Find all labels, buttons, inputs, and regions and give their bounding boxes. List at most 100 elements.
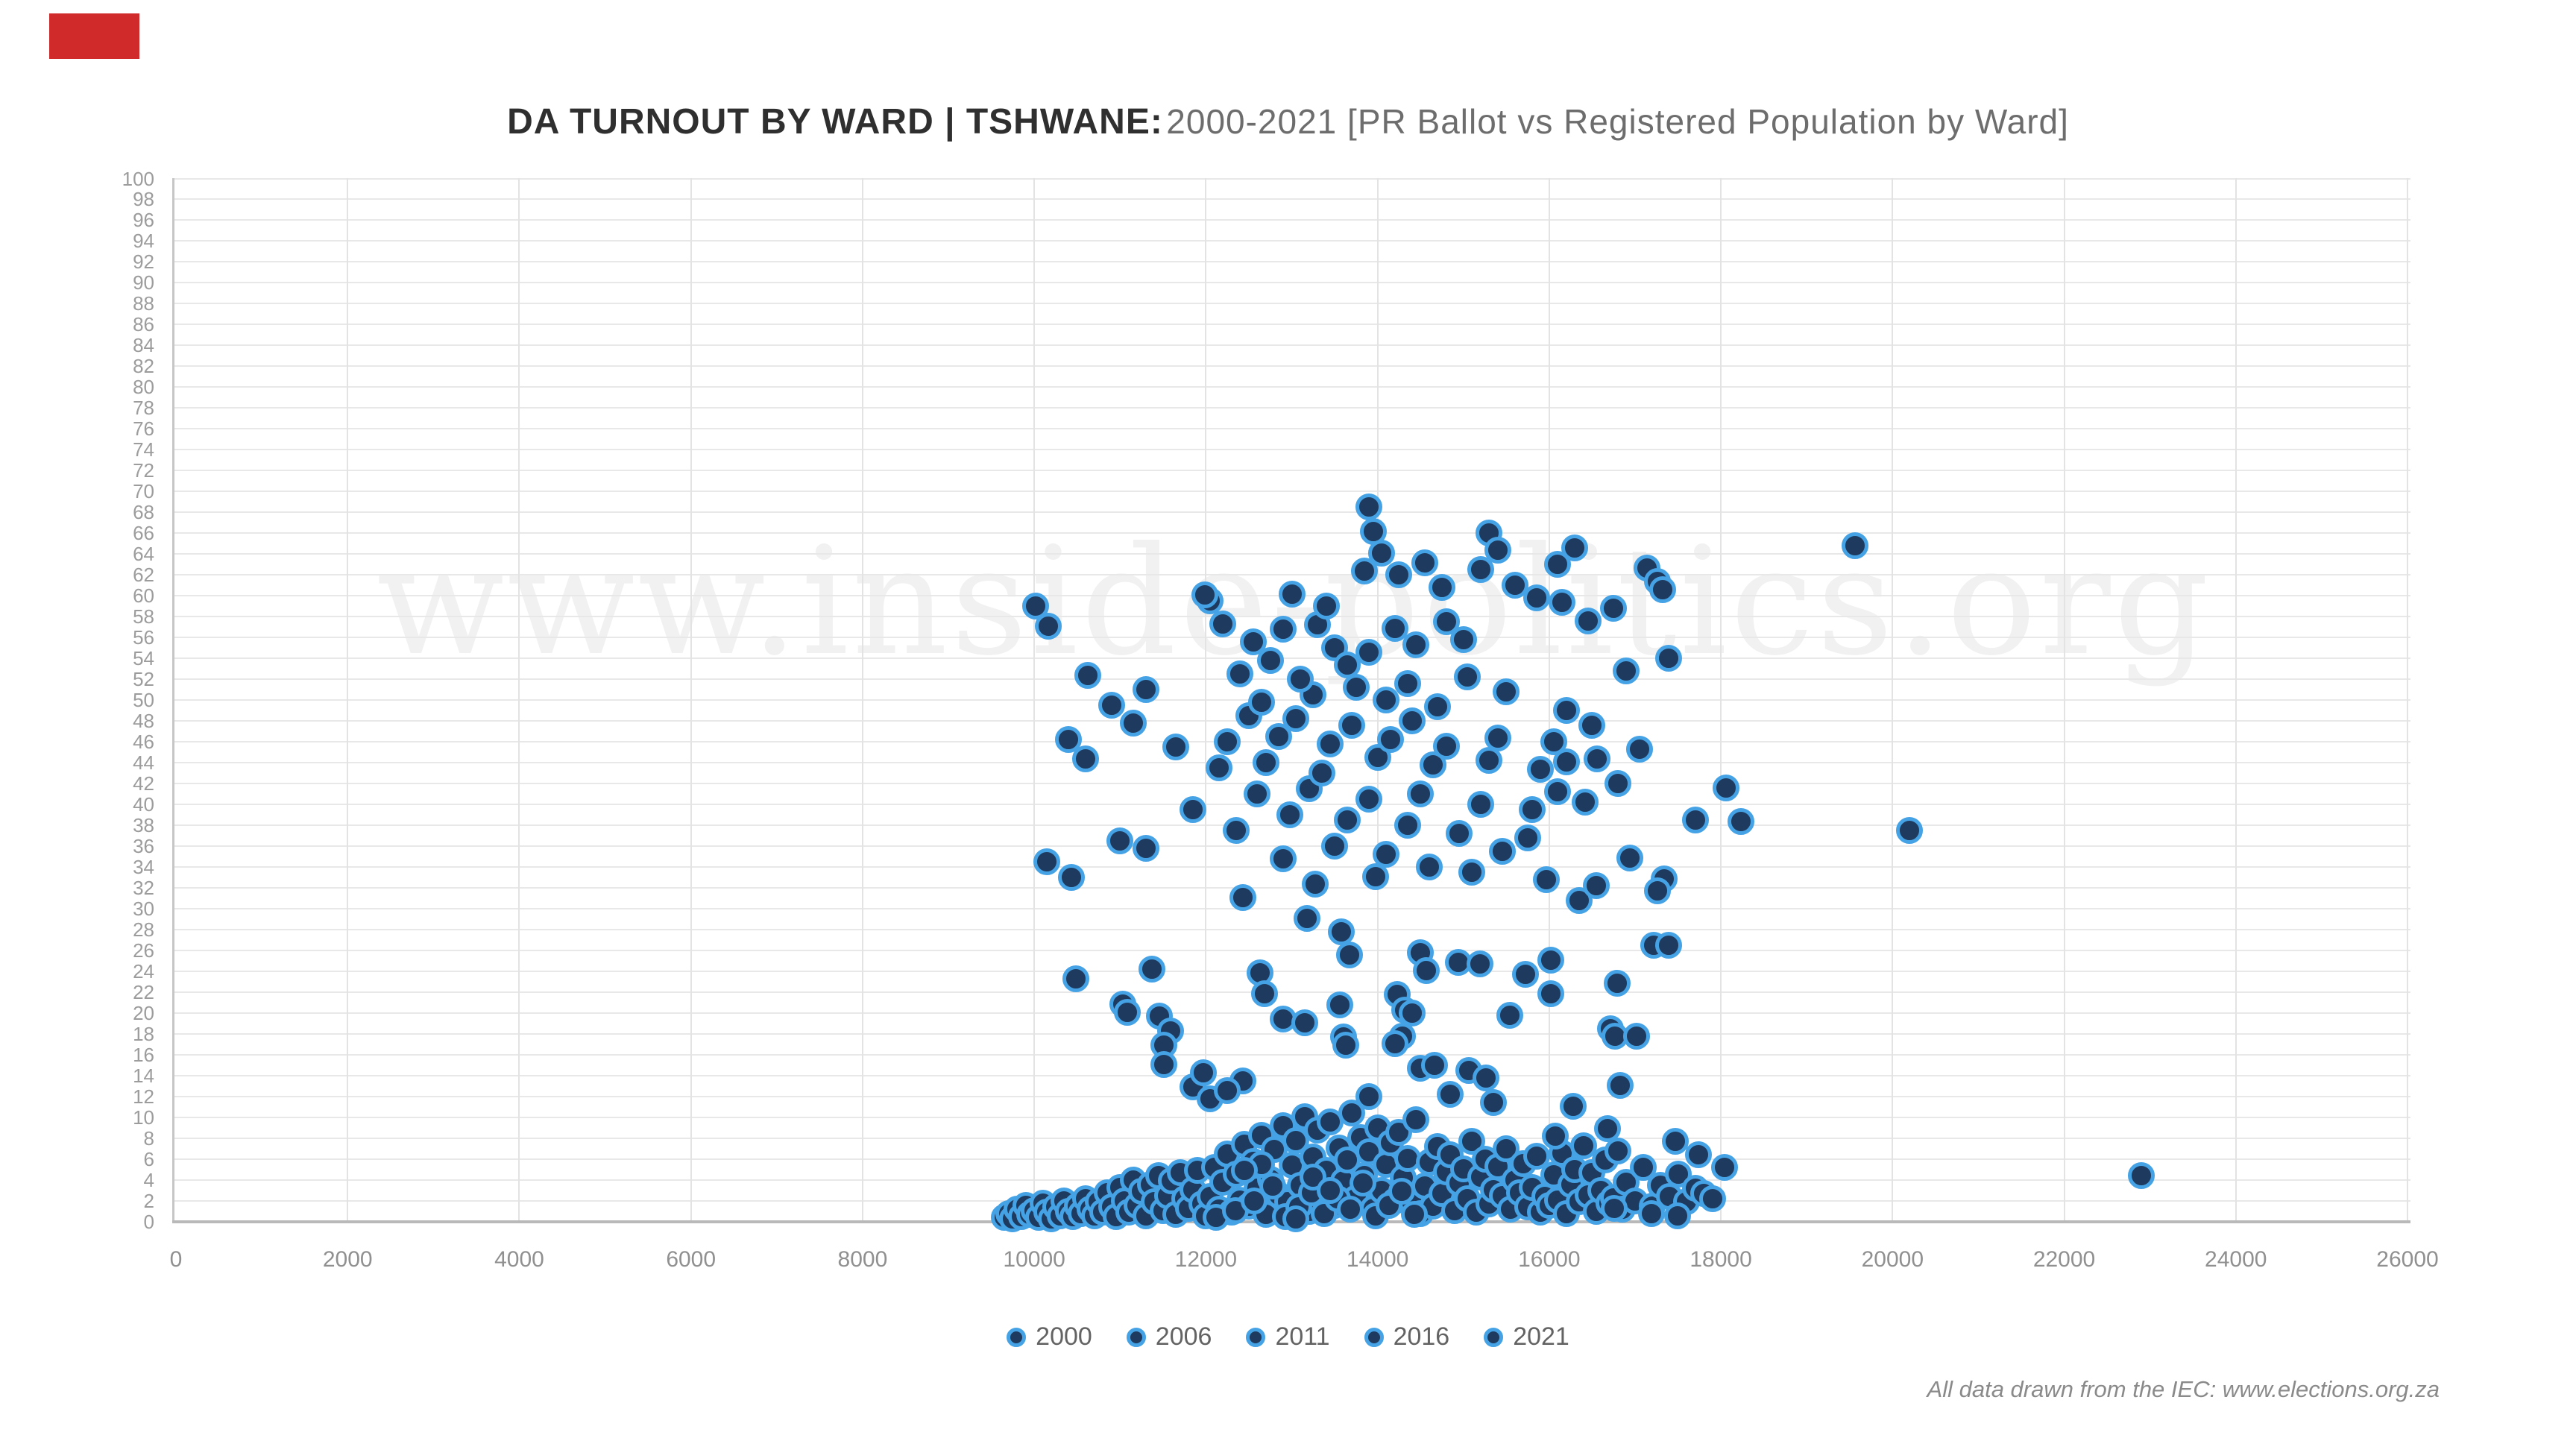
h-gridline (174, 198, 2410, 201)
y-tick-label: 72 (133, 459, 154, 482)
scatter-point (1338, 1100, 1366, 1127)
scatter-point (1727, 807, 1754, 835)
y-tick-label: 98 (133, 188, 154, 211)
y-tick-label: 50 (133, 689, 154, 712)
scatter-point (1613, 657, 1640, 685)
scatter-point (1214, 1076, 1241, 1104)
h-gridline (174, 428, 2410, 430)
scatter-point (1229, 883, 1257, 911)
y-tick-label: 84 (133, 334, 154, 357)
scatter-point (1518, 796, 1546, 824)
scatter-point (1607, 1071, 1634, 1099)
y-tick-label: 52 (133, 668, 154, 691)
y-tick-label: 16 (133, 1044, 154, 1067)
scatter-point (1072, 745, 1100, 772)
legend-label: 2000 (1036, 1322, 1092, 1351)
scatter-point (1484, 536, 1511, 564)
h-gridline (174, 971, 2410, 973)
y-tick-label: 96 (133, 209, 154, 232)
scatter-point (1231, 1157, 1259, 1185)
legend-item-2000[interactable]: 2000 (1007, 1322, 1092, 1352)
scatter-point (1317, 731, 1344, 758)
scatter-point (1055, 726, 1083, 754)
scatter-point (1583, 872, 1610, 900)
chart-title: DA TURNOUT BY WARD | TSHWANE: 2000-2021 … (0, 101, 2576, 142)
h-gridline (174, 261, 2410, 263)
y-tick-label: 86 (133, 313, 154, 336)
scatter-point (1209, 611, 1237, 638)
h-gridline (174, 240, 2410, 242)
x-tick-label: 18000 (1689, 1247, 1752, 1272)
scatter-point (1663, 1202, 1691, 1229)
y-tick-label: 2 (143, 1190, 154, 1212)
scatter-point (1480, 1089, 1508, 1117)
scatter-point (1106, 827, 1134, 855)
scatter-point (1623, 1022, 1651, 1050)
scatter-point (1616, 844, 1644, 871)
y-tick-label: 90 (133, 271, 154, 294)
scatter-point (1350, 1170, 1377, 1197)
scatter-point (1373, 687, 1400, 714)
x-tick-label: 10000 (1003, 1247, 1065, 1272)
scatter-point (1681, 807, 1709, 834)
h-gridline (174, 491, 2410, 493)
scatter-point (1321, 833, 1349, 860)
h-gridline (174, 324, 2410, 326)
scatter-point (1601, 1194, 1628, 1222)
v-gridline (347, 178, 349, 1223)
scatter-point (1150, 1050, 1178, 1078)
v-gridline (1720, 178, 1722, 1223)
scatter-point (1512, 961, 1540, 988)
scatter-point (1326, 991, 1353, 1018)
h-gridline (174, 929, 2410, 931)
scatter-point (1841, 532, 1868, 560)
scatter-point (1493, 678, 1520, 706)
y-tick-label: 18 (133, 1023, 154, 1046)
scatter-point (1449, 626, 1477, 654)
h-gridline (174, 950, 2410, 952)
scatter-point (1522, 584, 1550, 612)
v-gridline (2235, 178, 2237, 1223)
legend-item-2011[interactable]: 2011 (1246, 1322, 1330, 1352)
y-tick-label: 80 (133, 376, 154, 399)
h-gridline (174, 1054, 2410, 1056)
scatter-point (1338, 711, 1366, 739)
scatter-point (1476, 747, 1503, 775)
scatter-point (1376, 726, 1404, 754)
h-gridline (174, 511, 2410, 514)
legend-label: 2021 (1513, 1322, 1569, 1351)
scatter-point (1561, 534, 1589, 561)
scatter-point (1308, 760, 1335, 787)
scatter-point (1552, 697, 1580, 725)
v-gridline (2063, 178, 2065, 1223)
legend-item-2016[interactable]: 2016 (1364, 1322, 1449, 1352)
y-tick-label: 28 (133, 918, 154, 942)
chart-title-sub: 2000-2021 [PR Ballot vs Registered Popul… (1166, 102, 2069, 141)
scatter-point (1432, 608, 1460, 636)
scatter-point (1251, 980, 1279, 1007)
scatter-point (1180, 796, 1207, 824)
scatter-point (1712, 774, 1739, 801)
scatter-point (1638, 1199, 1666, 1227)
h-gridline (174, 449, 2410, 451)
scatter-point (1604, 969, 1631, 997)
y-tick-label: 62 (133, 564, 154, 587)
h-gridline (174, 303, 2410, 305)
scatter-point (1248, 689, 1276, 716)
scatter-point (1222, 817, 1250, 845)
scatter-point (1132, 676, 1159, 704)
v-gridline (1548, 178, 1550, 1223)
y-tick-label: 14 (133, 1065, 154, 1088)
scatter-point (1385, 561, 1413, 589)
scatter-point (1549, 588, 1576, 616)
y-axis-line (172, 178, 174, 1223)
legend-item-2006[interactable]: 2006 (1126, 1322, 1212, 1352)
h-gridline (174, 386, 2410, 388)
v-gridline (690, 178, 692, 1223)
scatter-point (1332, 1032, 1360, 1059)
scatter-point (1355, 1083, 1383, 1111)
scatter-point (1484, 724, 1511, 751)
legend-item-2021[interactable]: 2021 (1484, 1322, 1569, 1352)
y-tick-label: 10 (133, 1106, 154, 1129)
x-tick-label: 0 (169, 1247, 183, 1272)
